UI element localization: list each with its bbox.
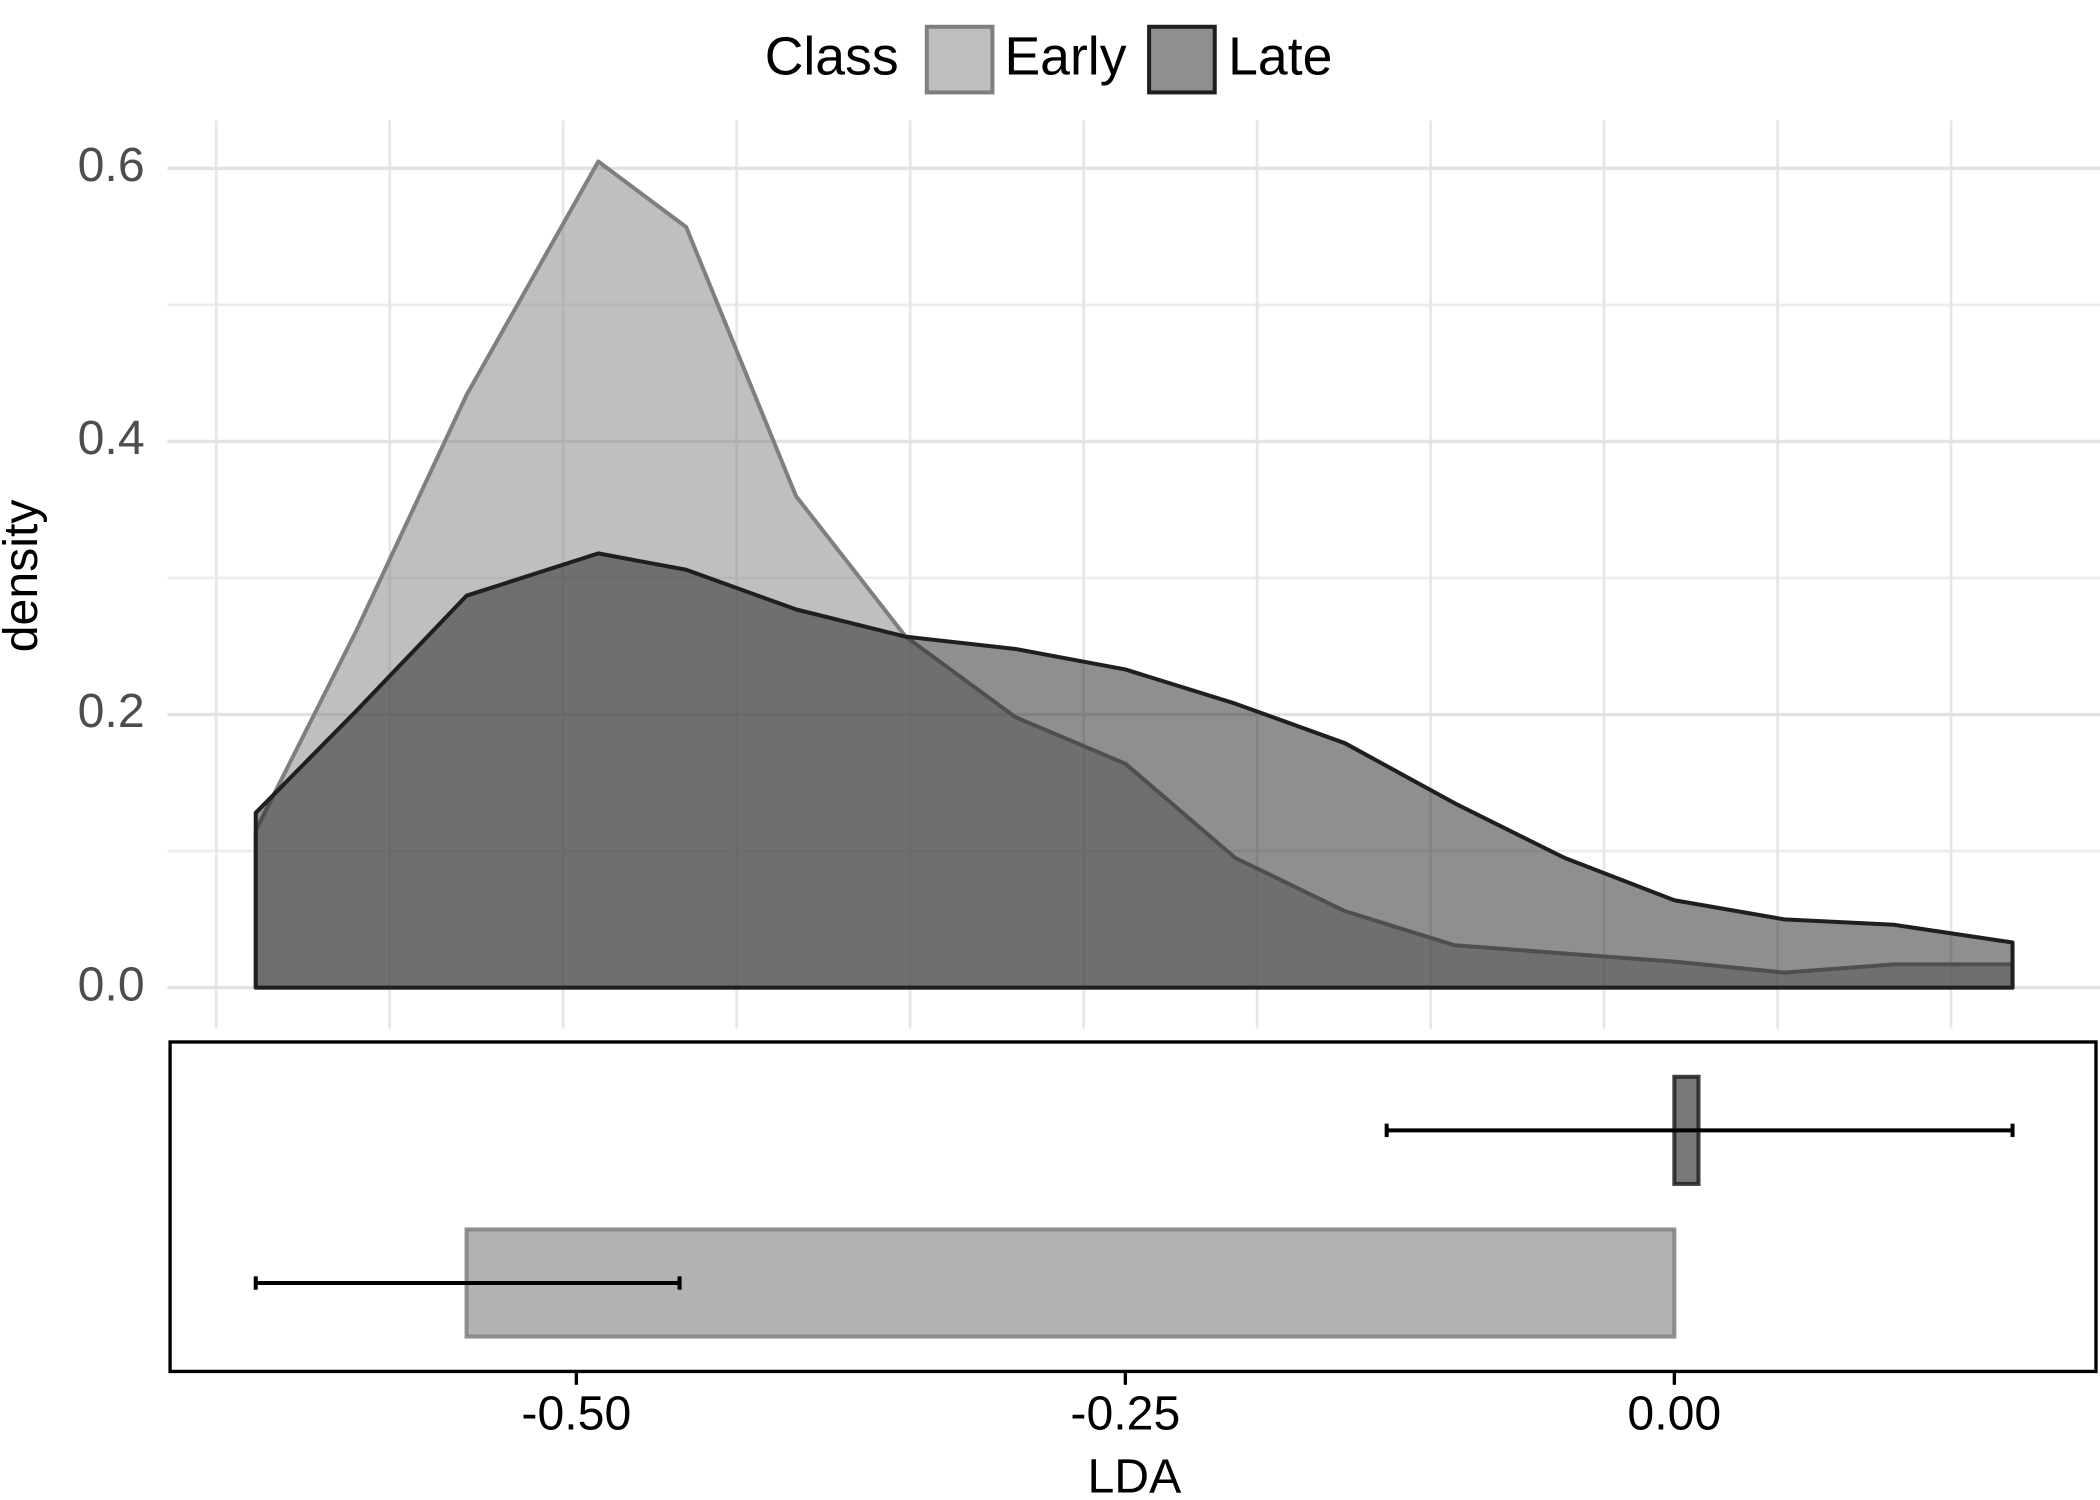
x-tick-label: -0.50: [521, 1387, 631, 1441]
legend-key: [1147, 24, 1217, 95]
x-axis-label: LDA: [1087, 1450, 1182, 1500]
y-tick-label: 0.0: [78, 957, 145, 1011]
y-tick-label: 0.6: [78, 138, 145, 192]
y-axis-label: density: [0, 500, 48, 653]
y-tick-label: 0.4: [78, 411, 145, 465]
density-area: [253, 551, 2015, 990]
legend-key: [924, 24, 995, 95]
x-tick-label: -0.25: [1070, 1387, 1180, 1441]
x-tick-label: 0.00: [1627, 1387, 1721, 1441]
legend-label: Early: [1004, 27, 1126, 86]
legend-label: Late: [1228, 27, 1332, 86]
y-tick-label: 0.2: [78, 684, 145, 738]
legend-title: Class: [765, 27, 899, 86]
panel-border: [168, 1040, 2098, 1374]
